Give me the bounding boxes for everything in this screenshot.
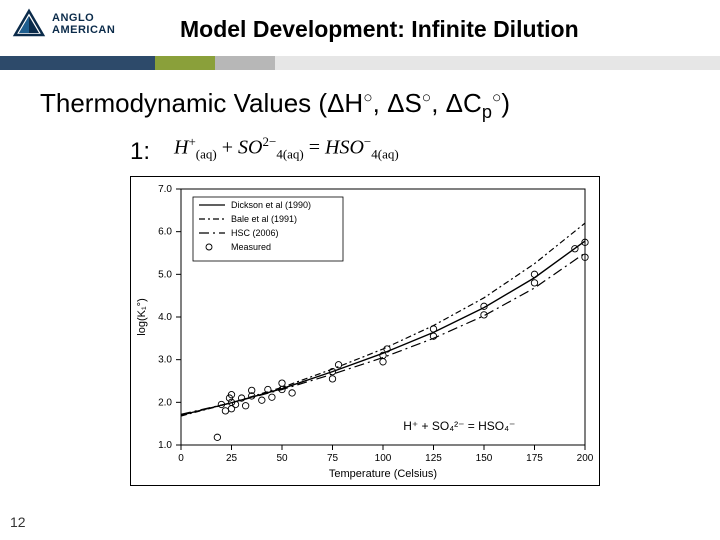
reaction-number: 1: (130, 138, 150, 166)
logo-mark (12, 8, 46, 42)
svg-text:75: 75 (327, 453, 339, 464)
svg-text:0: 0 (178, 453, 184, 464)
reaction-equation: H+(aq) + SO2−4(aq) = HSO−4(aq) (174, 134, 399, 163)
slide-subtitle: Thermodynamic Values (ΔH○, ΔS○, ΔCp○) (40, 88, 510, 123)
svg-text:6.0: 6.0 (158, 227, 172, 238)
svg-text:50: 50 (276, 453, 288, 464)
svg-text:100: 100 (375, 453, 392, 464)
svg-text:1.0: 1.0 (158, 440, 172, 451)
chart: 0 25 50 75 100 125 150 175 200 1.0 2.0 3.0 4.0 5.0 6.0… (130, 176, 600, 486)
svg-text:25: 25 (226, 453, 238, 464)
svg-text:150: 150 (476, 453, 493, 464)
svg-text:200: 200 (577, 453, 594, 464)
svg-text:125: 125 (425, 453, 442, 464)
slide-title: Model Development: Infinite Dilution (180, 16, 579, 43)
svg-text:5.0: 5.0 (158, 269, 172, 280)
page-number: 12 (10, 514, 26, 530)
svg-text:175: 175 (526, 453, 543, 464)
svg-text:H⁺ + SO₄²⁻ = HSO₄⁻: H⁺ + SO₄²⁻ = HSO₄⁻ (403, 419, 515, 433)
svg-text:Measured: Measured (231, 242, 271, 252)
svg-text:HSC (2006): HSC (2006) (231, 228, 279, 238)
svg-text:7.0: 7.0 (158, 184, 172, 195)
brand-logo: ANGLO AMERICAN (12, 8, 115, 42)
svg-text:Bale et al (1991): Bale et al (1991) (231, 214, 297, 224)
brand-line2: AMERICAN (52, 25, 115, 37)
accent-stripe (0, 56, 720, 70)
svg-text:2.0: 2.0 (158, 397, 172, 408)
svg-text:4.0: 4.0 (158, 312, 172, 323)
svg-text:log(K₁°): log(K₁°) (136, 298, 148, 335)
svg-text:Temperature (Celsius): Temperature (Celsius) (329, 468, 437, 480)
svg-text:3.0: 3.0 (158, 355, 172, 366)
svg-text:Dickson et al (1990): Dickson et al (1990) (231, 200, 311, 210)
